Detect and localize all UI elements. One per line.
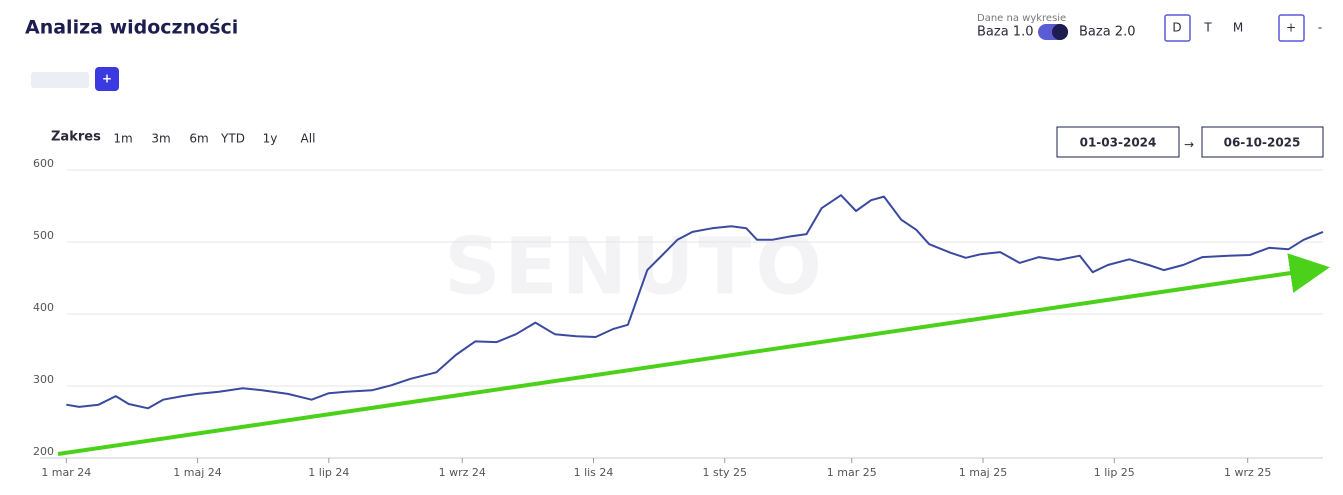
zoom-out[interactable]: -: [1318, 21, 1322, 35]
granularity-active[interactable]: [1164, 14, 1191, 42]
x-tick-label: 1 wrz 25: [1224, 466, 1271, 479]
y-tick-label: 600: [33, 157, 54, 170]
base-right: Baza 2.0: [1079, 25, 1135, 40]
line: [66, 194, 1324, 410]
date-arrow: →: [1184, 138, 1194, 152]
granularity[interactable]: D: [1172, 21, 1181, 35]
data-label: Dane na wykresie: [977, 13, 1066, 24]
blurred-item: [31, 72, 89, 88]
zoom-in-box[interactable]: [1278, 14, 1305, 42]
y-tick-label: 500: [33, 229, 54, 242]
range-option[interactable]: All: [301, 132, 316, 146]
range-option[interactable]: 1m: [113, 132, 132, 146]
granularity[interactable]: T: [1203, 21, 1212, 35]
y-tick-label: 400: [33, 301, 54, 314]
x-tick-label: 1 mar 25: [827, 466, 877, 479]
toggle-knob: [1052, 24, 1068, 40]
x-tick-label: 1 maj 25: [959, 466, 1008, 479]
x-tick-label: 1 sty 25: [703, 466, 748, 479]
date-to[interactable]: 06-10-2025: [1224, 136, 1301, 150]
title: Analiza widoczności: [25, 17, 238, 39]
granularity[interactable]: M: [1233, 21, 1243, 35]
watermark: SENUTO: [444, 222, 826, 312]
base-left: Baza 1.0: [977, 25, 1033, 40]
add-button[interactable]: [95, 67, 119, 91]
add-label[interactable]: +: [102, 72, 112, 86]
range-option[interactable]: 1y: [263, 132, 278, 146]
x-tick-label: 1 lis 24: [574, 466, 614, 479]
x-tick-label: 1 lip 25: [1094, 466, 1135, 479]
x-tick-label: 1 mar 24: [41, 466, 91, 479]
date-from-box[interactable]: [1056, 126, 1180, 158]
zoom-in[interactable]: +: [1286, 21, 1296, 35]
x-tick-label: 1 lip 24: [308, 466, 349, 479]
date-from[interactable]: 01-03-2024: [1080, 136, 1157, 150]
range-label: Zakres: [51, 130, 101, 145]
x-tick-label: 1 maj 24: [173, 466, 222, 479]
date-to-box[interactable]: [1201, 126, 1324, 158]
y-tick-label: 200: [33, 445, 54, 458]
range-option[interactable]: YTD: [220, 132, 245, 146]
y-tick-label: 300: [33, 373, 54, 386]
trend-arrow: [57, 253, 1330, 456]
range-option[interactable]: 3m: [151, 132, 170, 146]
range-option[interactable]: 6m: [189, 132, 208, 146]
x-tick-label: 1 wrz 24: [439, 466, 486, 479]
